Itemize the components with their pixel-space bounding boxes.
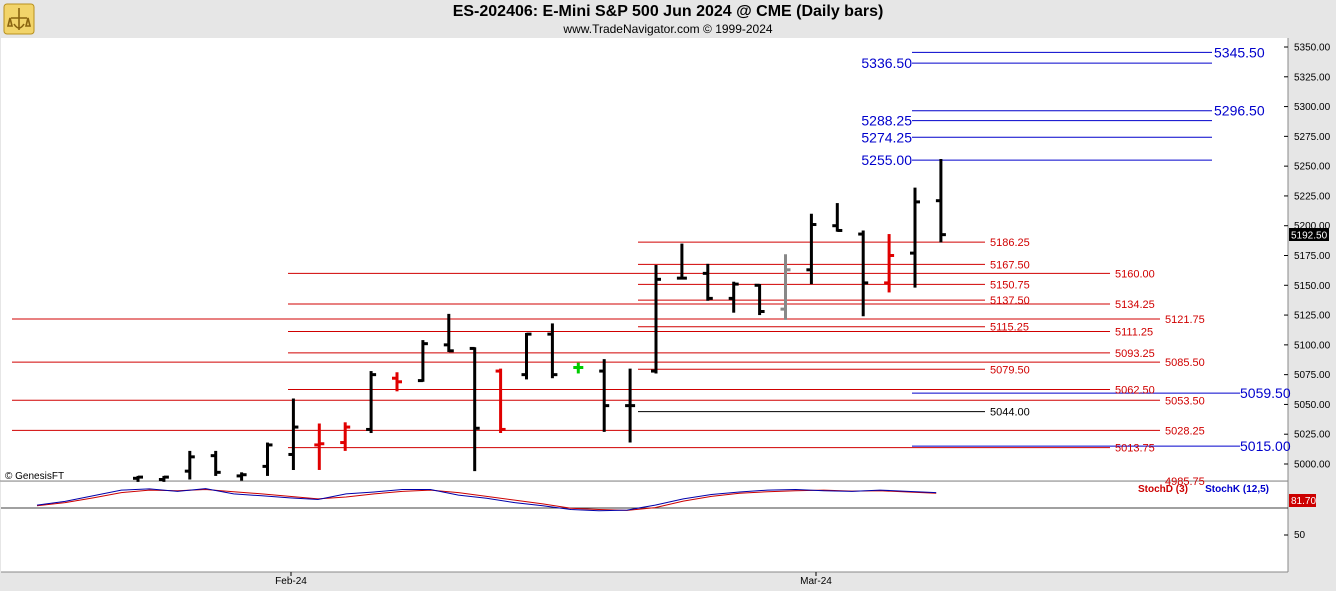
- stoch-tick-label: 50: [1294, 530, 1306, 541]
- date-tick-label: Feb-24: [275, 576, 307, 587]
- chart-title: ES-202406: E-Mini S&P 500 Jun 2024 @ CME…: [452, 3, 884, 20]
- stochd-legend: StochD (3): [1138, 484, 1188, 495]
- chart-header: ES-202406: E-Mini S&P 500 Jun 2024 @ CME…: [0, 0, 1336, 38]
- last-price-label: 5192.50: [1291, 231, 1328, 242]
- level-label: 5062.50: [1115, 385, 1155, 397]
- level-label: 5336.50: [861, 55, 912, 71]
- level-label: 5186.25: [990, 237, 1030, 249]
- ohlc-bar: [910, 187, 920, 288]
- ohlc-bar: [702, 263, 713, 301]
- level-label: 5085.50: [1165, 357, 1205, 369]
- price-tick-label: 5250.00: [1294, 162, 1331, 173]
- chart-subtitle: www.TradeNavigator.com © 1999-2024: [563, 22, 773, 36]
- price-tick-label: 5225.00: [1294, 191, 1331, 202]
- ohlc-bar: [469, 346, 480, 472]
- price-tick-label: 5075.00: [1294, 370, 1331, 381]
- ohlc-bar: [314, 423, 325, 470]
- ohlc-bar: [728, 281, 739, 313]
- price-tick-label: 5025.00: [1294, 430, 1331, 441]
- level-label: 5015.00: [1240, 438, 1291, 454]
- price-tick-label: 5325.00: [1294, 72, 1331, 83]
- ohlc-bar: [754, 283, 765, 316]
- ohlc-bar: [806, 213, 817, 285]
- ohlc-bar: [366, 371, 377, 434]
- date-tick-label: Mar-24: [800, 576, 832, 587]
- price-tick-label: 5050.00: [1294, 400, 1331, 411]
- price-tick-label: 5300.00: [1294, 102, 1331, 113]
- level-label: 5255.00: [861, 152, 912, 168]
- price-tick-label: 5275.00: [1294, 132, 1331, 143]
- level-label: 4985.75: [1165, 476, 1205, 488]
- ohlc-bar: [780, 254, 791, 320]
- level-label: 5150.75: [990, 279, 1030, 291]
- ohlc-bar: [858, 230, 869, 317]
- ohlc-bar: [676, 243, 687, 280]
- ohlc-bar: [158, 475, 169, 482]
- price-tick-label: 5350.00: [1294, 43, 1331, 54]
- level-label: 5079.50: [990, 364, 1030, 376]
- ohlc-bar: [625, 368, 636, 443]
- level-label: 5288.25: [861, 113, 912, 129]
- level-label: 5296.50: [1214, 103, 1265, 119]
- level-label: 5115.25: [990, 322, 1029, 334]
- level-label: 5093.25: [1115, 348, 1155, 360]
- price-tick-label: 5000.00: [1294, 460, 1331, 471]
- price-panel: [1, 38, 1288, 481]
- ohlc-bar: [495, 368, 506, 434]
- price-bars: [133, 158, 946, 482]
- ohlc-bar: [210, 450, 221, 476]
- ohlc-bar: [288, 398, 299, 470]
- level-label: 5121.75: [1165, 314, 1205, 326]
- level-label: 5028.25: [1165, 425, 1205, 437]
- date-axis: Feb-24 Mar-24: [275, 572, 832, 587]
- level-label: 5111.25: [1115, 326, 1153, 338]
- ohlc-bar: [417, 340, 428, 383]
- level-label: 5013.75: [1115, 443, 1155, 455]
- level-label: 5167.50: [990, 259, 1030, 271]
- level-label: 5053.50: [1165, 395, 1205, 407]
- ohlc-bar: [521, 332, 532, 380]
- level-label: 5044.00: [990, 407, 1030, 419]
- ohlc-bar: [133, 475, 143, 482]
- trade-navigator-logo-icon: [2, 2, 36, 36]
- price-tick-label: 5125.00: [1294, 311, 1331, 322]
- stoch-last-value: 81.70: [1291, 496, 1316, 507]
- ohlc-bar: [340, 422, 351, 451]
- ohlc-bar: [573, 362, 584, 374]
- ohlc-bar: [262, 442, 273, 476]
- stochk-line: [36, 488, 937, 512]
- level-label: 5134.25: [1115, 299, 1155, 311]
- level-label: 5345.50: [1214, 44, 1265, 60]
- ohlc-bar: [599, 359, 610, 432]
- ohlc-bar: [184, 450, 195, 480]
- stochastic-indicator: 50: [36, 488, 1306, 541]
- stochk-legend: StochK (12,5): [1205, 484, 1269, 495]
- ohlc-bar: [547, 323, 558, 379]
- ohlc-bar: [651, 265, 661, 374]
- ohlc-bar: [236, 472, 247, 481]
- ohlc-bar: [832, 203, 843, 232]
- watermark: © GenesisFT: [5, 471, 64, 482]
- ohlc-bar: [443, 313, 454, 353]
- price-tick-label: 5150.00: [1294, 281, 1331, 292]
- price-axis: 5350.00 5325.00 5300.00 5275.00 5250.00 5225.…: [1284, 43, 1331, 471]
- stochastic-panel: [1, 482, 1288, 572]
- price-tick-label: 5175.00: [1294, 251, 1331, 262]
- ohlc-bar: [884, 234, 895, 293]
- level-label: 5160.00: [1115, 268, 1155, 280]
- ohlc-bar: [935, 158, 946, 243]
- price-tick-label: 5200.00: [1294, 221, 1331, 232]
- level-label: 5274.25: [861, 129, 912, 145]
- price-tick-label: 5100.00: [1294, 340, 1331, 351]
- level-label: 5137.50: [990, 295, 1030, 307]
- level-label: 5059.50: [1240, 385, 1291, 401]
- ohlc-bar: [392, 372, 402, 392]
